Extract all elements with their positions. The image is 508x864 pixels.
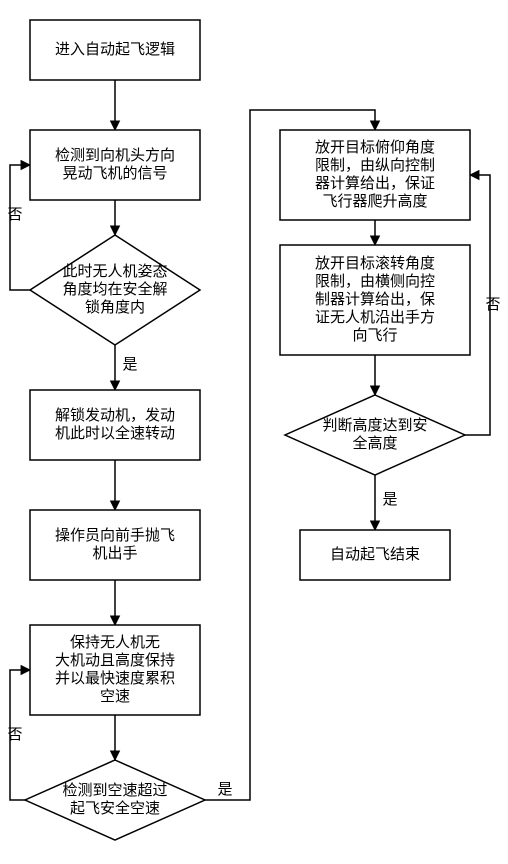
svg-text:进入自动起飞逻辑: 进入自动起飞逻辑 <box>55 41 175 58</box>
svg-text:限制，由纵向控制: 限制，由纵向控制 <box>315 157 435 174</box>
svg-text:操作员向前手抛飞: 操作员向前手抛飞 <box>55 527 175 544</box>
svg-text:全高度: 全高度 <box>352 434 397 452</box>
svg-text:放开目标滚转角度: 放开目标滚转角度 <box>315 255 435 272</box>
svg-text:机出手: 机出手 <box>92 545 137 562</box>
svg-text:证无人机沿出手方: 证无人机沿出手方 <box>315 309 435 326</box>
svg-text:否: 否 <box>7 726 22 743</box>
svg-text:否: 否 <box>7 206 22 223</box>
svg-text:限制，由横侧向控: 限制，由横侧向控 <box>315 273 435 290</box>
svg-text:此时无人机姿态: 此时无人机姿态 <box>62 263 167 280</box>
svg-text:器计算给出，保证: 器计算给出，保证 <box>315 174 435 192</box>
svg-text:起飞安全空速: 起飞安全空速 <box>70 799 160 817</box>
svg-text:制器计算给出，保: 制器计算给出，保 <box>315 290 435 308</box>
svg-text:锁角度内: 锁角度内 <box>85 299 145 316</box>
svg-text:机此时以全速转动: 机此时以全速转动 <box>55 424 175 442</box>
svg-text:判断高度达到安: 判断高度达到安 <box>322 417 427 434</box>
svg-text:并以最快速度累积: 并以最快速度累积 <box>55 670 175 687</box>
svg-text:保持无人机无: 保持无人机无 <box>70 634 160 651</box>
svg-text:检测到空速超过: 检测到空速超过 <box>62 782 167 799</box>
svg-text:空速: 空速 <box>100 688 130 705</box>
svg-text:放开目标俯仰角度: 放开目标俯仰角度 <box>315 139 435 156</box>
svg-text:是: 是 <box>122 356 137 373</box>
svg-text:自动起飞结束: 自动起飞结束 <box>330 546 420 563</box>
svg-text:否: 否 <box>485 296 500 313</box>
svg-text:大机动且高度保持: 大机动且高度保持 <box>55 652 175 669</box>
svg-text:是: 是 <box>382 491 397 508</box>
svg-text:飞行器爬升高度: 飞行器爬升高度 <box>322 193 427 210</box>
svg-text:检测到向机头方向: 检测到向机头方向 <box>55 147 175 164</box>
svg-text:解锁发动机，发动: 解锁发动机，发动 <box>55 407 175 424</box>
svg-text:是: 是 <box>217 781 232 798</box>
svg-text:晃动飞机的信号: 晃动飞机的信号 <box>62 165 167 182</box>
svg-text:向飞行: 向飞行 <box>352 327 397 344</box>
svg-text:角度均在安全解: 角度均在安全解 <box>62 280 167 298</box>
